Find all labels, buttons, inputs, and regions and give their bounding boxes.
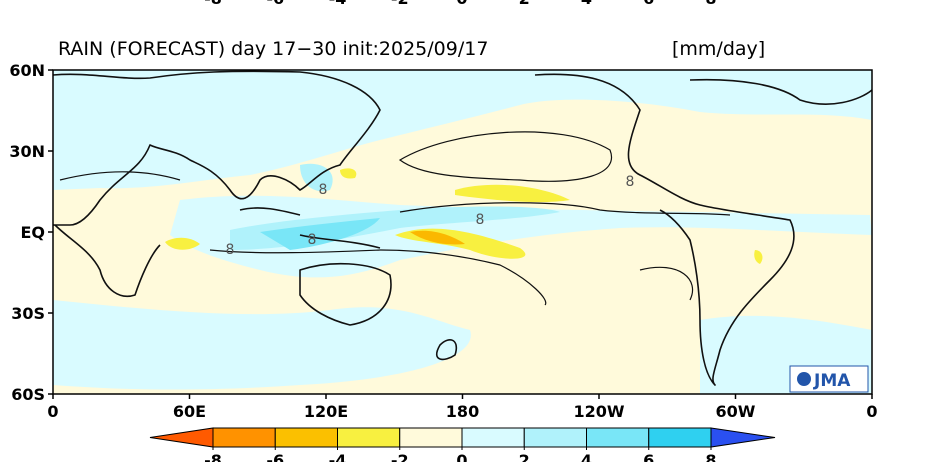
colorbar-arrow <box>710 427 776 448</box>
lat-tick-label: EQ <box>20 223 45 242</box>
colorbar-box <box>399 427 463 448</box>
colorbar-label: -8 <box>204 451 222 462</box>
top-colorbar-label: -2 <box>391 0 409 8</box>
map: 8 8 8 8 8 JMA <box>52 69 873 395</box>
top-colorbar-label: 8 <box>705 0 716 8</box>
title: RAIN (FORECAST) day 17−30 init:2025/09/1… <box>58 38 488 60</box>
top-colorbar-label: -8 <box>204 0 222 8</box>
contour-label: 8 <box>319 182 328 198</box>
top-colorbar-label: 6 <box>643 0 654 8</box>
lon-tick-label: 60E <box>173 402 206 421</box>
lat-tick-label: 60N <box>9 61 45 80</box>
lon-tick-label: 0 <box>866 402 877 421</box>
colorbar-box <box>337 427 401 448</box>
lon-tick-label: 120W <box>573 402 624 421</box>
lon-tick-label: 60W <box>716 402 756 421</box>
contour-label: 8 <box>476 212 485 228</box>
contour-label: 8 <box>626 174 635 190</box>
colorbar-label: 2 <box>519 451 530 462</box>
lon-tick-label: 0 <box>47 402 58 421</box>
contour-label: 8 <box>226 242 235 258</box>
logo-text: JMA <box>813 371 851 391</box>
colorbar-label: 4 <box>581 451 592 462</box>
lat-tick-label: 30S <box>11 304 45 323</box>
colorbar-label: 6 <box>643 451 654 462</box>
coastlines <box>52 70 873 386</box>
lon-tick-label: 180 <box>446 402 479 421</box>
colorbar-label: 8 <box>705 451 716 462</box>
lon-tick-label: 120E <box>304 402 348 421</box>
colorbar-box <box>461 427 525 448</box>
colorbar-box <box>212 427 276 448</box>
rain-shading <box>53 70 872 394</box>
colorbar-label: 0 <box>456 451 467 462</box>
colorbar-box <box>648 427 712 448</box>
contour-label: 8 <box>308 232 317 248</box>
colorbar-label: -6 <box>266 451 284 462</box>
colorbar-box <box>586 427 650 448</box>
top-colorbar-label: 2 <box>519 0 530 8</box>
top-colorbar-label: 0 <box>456 0 467 8</box>
colorbar-box <box>274 427 338 448</box>
lat-tick-label: 30N <box>9 142 45 161</box>
units: [mm/day] <box>672 38 765 60</box>
contours <box>59 131 731 306</box>
colorbar-label: -2 <box>391 451 409 462</box>
lat-tick-label: 60S <box>11 385 45 404</box>
top-colorbar-label: 4 <box>581 0 592 8</box>
top-colorbar-label: -4 <box>329 0 347 8</box>
colorbar-label: -4 <box>329 451 347 462</box>
colorbar-box <box>523 427 587 448</box>
colorbar-arrow <box>149 427 214 448</box>
logo-icon <box>797 372 811 386</box>
top-colorbar-label: -6 <box>266 0 284 8</box>
